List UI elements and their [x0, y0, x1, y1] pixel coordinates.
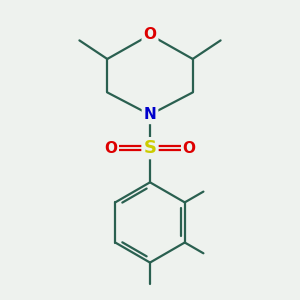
Text: N: N — [144, 107, 156, 122]
Text: O: O — [182, 141, 196, 156]
Text: S: S — [143, 139, 157, 157]
Text: O: O — [104, 141, 118, 156]
Text: O: O — [143, 27, 157, 42]
